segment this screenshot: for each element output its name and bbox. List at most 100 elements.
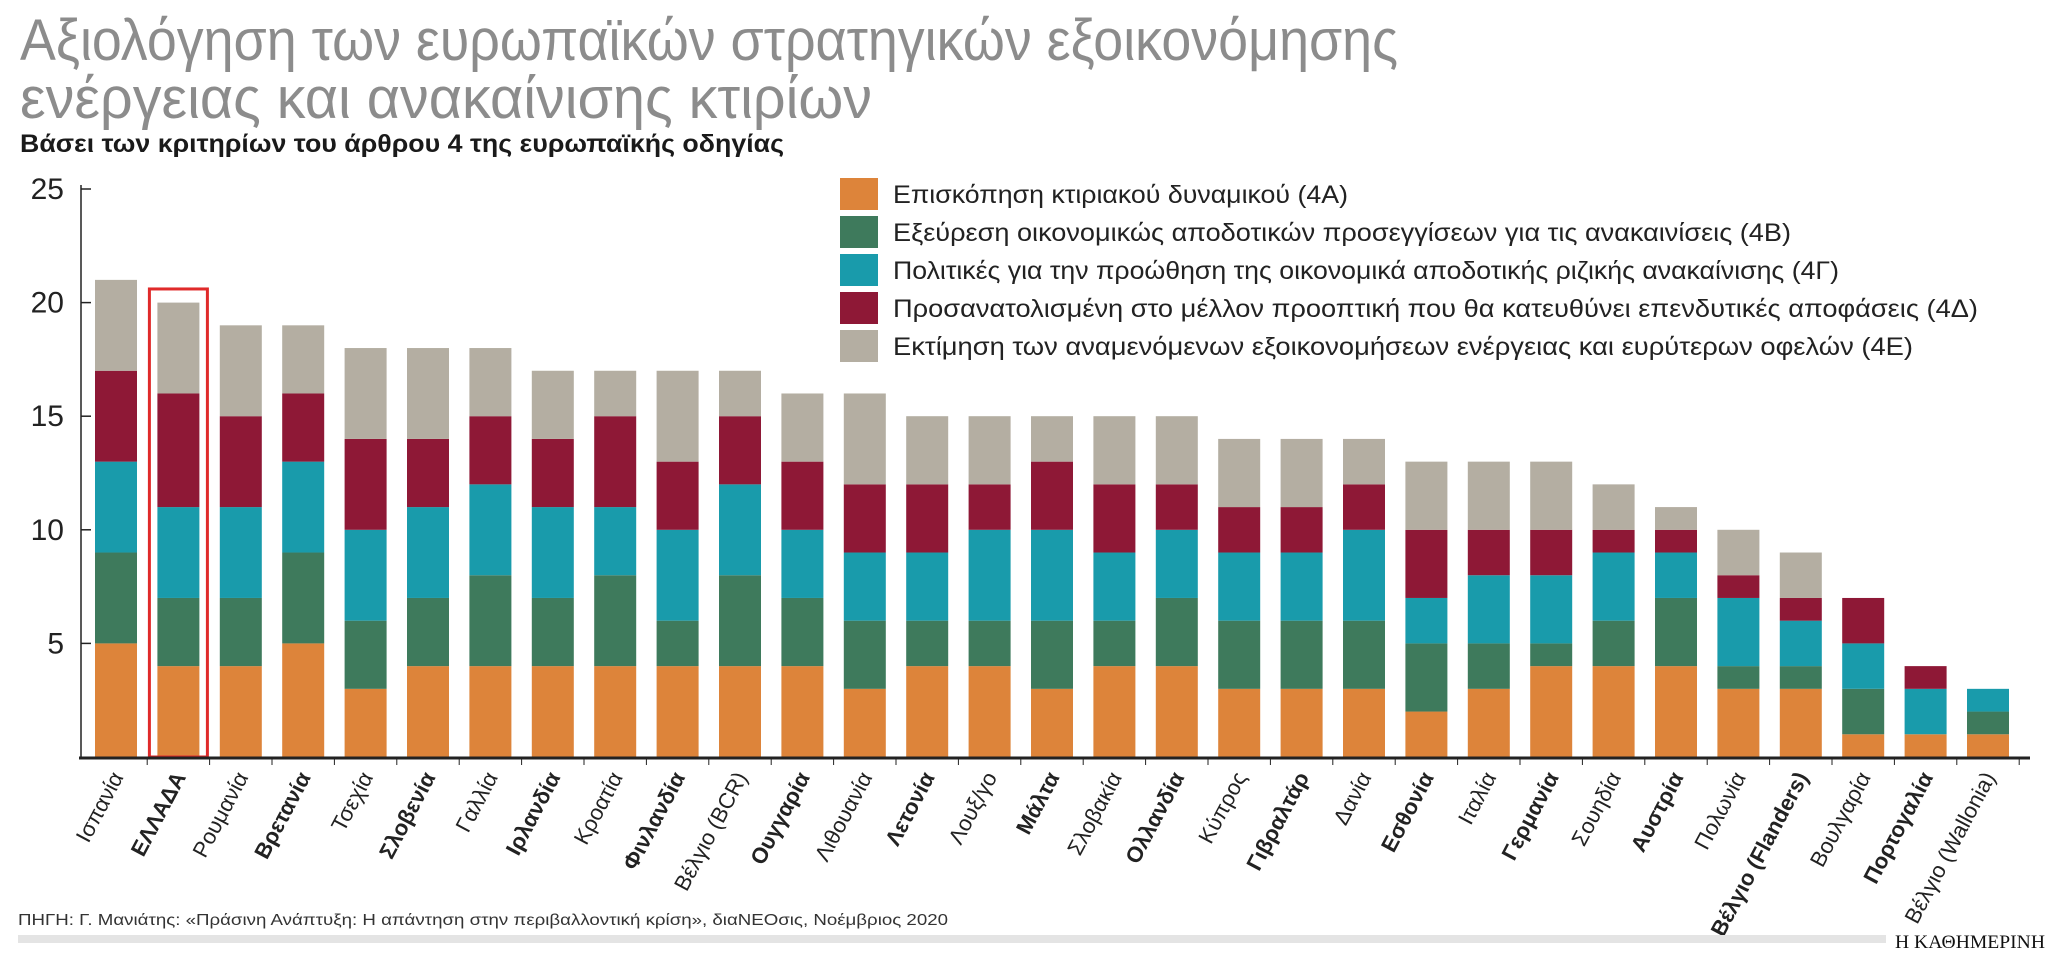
bar-segment-2	[906, 620, 949, 667]
bar-segment-3	[1592, 552, 1635, 621]
x-tick-label: Λετονία	[880, 767, 940, 849]
x-tick-label: Ιρλανδία	[501, 767, 566, 859]
bar-segment-5	[1779, 552, 1822, 598]
bar-segment-1	[1842, 734, 1885, 757]
x-tick-label: Δανία	[1328, 767, 1377, 828]
bar-segment-3	[1717, 597, 1760, 667]
y-tick-label: 20	[31, 287, 64, 320]
bar-segment-1	[1280, 688, 1323, 757]
bar-segment-2	[531, 597, 574, 667]
bar-segment-1	[282, 643, 325, 757]
legend-label: Εκτίμηση των αναμενόμενων εξοικονομήσεων…	[893, 333, 1913, 361]
y-tick-label: 15	[31, 400, 64, 433]
bar-segment-4	[344, 438, 387, 530]
bar-segment-4	[282, 393, 325, 462]
bar-segment-3	[1967, 688, 2009, 712]
bar-segment-5	[282, 325, 325, 394]
bar-segment-5	[157, 302, 200, 394]
bar-segment-4	[968, 484, 1011, 530]
bar-segment-2	[469, 575, 512, 667]
bar-segment-4	[219, 416, 262, 508]
legend-label: Εξεύρεση οικονομικώς αποδοτικών προσεγγί…	[893, 219, 1791, 247]
bar-segment-1	[1093, 666, 1136, 757]
bar-segment-5	[1218, 438, 1261, 508]
x-tick-label: Εσθονία	[1376, 767, 1439, 856]
bar-segment-2	[344, 620, 387, 689]
bar-segment-3	[282, 461, 325, 553]
x-tick-label: Ιταλία	[1453, 767, 1501, 828]
x-tick-label: Κύπρος	[1193, 768, 1251, 848]
bar-segment-3	[906, 552, 949, 621]
bar-segment-1	[531, 666, 574, 757]
bar-segment-4	[1530, 529, 1573, 576]
bar-segment-1	[1467, 688, 1510, 757]
bar-segment-5	[843, 393, 886, 485]
bar-segment-3	[1343, 529, 1385, 621]
bar-segment-2	[1530, 643, 1573, 667]
bar-segment-4	[719, 416, 761, 485]
bar-segment-1	[968, 666, 1011, 757]
bar-segment-1	[1717, 688, 1760, 757]
bar-segment-5	[1343, 438, 1385, 485]
bar-segment-3	[1530, 575, 1573, 644]
bar-segment-1	[1904, 734, 1947, 757]
bar-segment-4	[1343, 484, 1385, 530]
bar-segment-4	[1592, 529, 1635, 553]
bar-segment-4	[594, 416, 637, 508]
bar-segment-5	[719, 370, 761, 417]
bar-segment-5	[95, 279, 137, 371]
x-tick-label: Γιβραλτάρ	[1241, 768, 1314, 875]
bar-segment-2	[1967, 711, 2009, 735]
bar-segment-1	[1031, 688, 1073, 757]
bars-group	[95, 279, 2009, 759]
bar-segment-3	[1280, 552, 1323, 621]
bar-segment-2	[1093, 620, 1136, 667]
bar-segment-3	[531, 507, 574, 598]
bar-segment-2	[1717, 666, 1760, 689]
bar-segment-2	[719, 575, 761, 667]
bar-segment-5	[219, 325, 262, 417]
bar-segment-4	[656, 461, 699, 530]
bar-segment-1	[719, 666, 761, 757]
bar-segment-3	[968, 529, 1011, 621]
source-note: ΠΗΓΗ: Γ. Μανιάτης: «Πράσινη Ανάπτυξη: Η …	[18, 912, 948, 929]
bar-segment-2	[1031, 620, 1073, 689]
x-tick-label: Βουλγαρία	[1805, 767, 1876, 871]
bar-segment-1	[906, 666, 949, 757]
bar-segment-1	[1967, 734, 2009, 757]
bar-segment-2	[282, 552, 325, 644]
bar-segment-3	[469, 484, 512, 576]
bar-segment-2	[594, 575, 637, 667]
bar-segment-3	[594, 507, 637, 576]
x-tick-label: Τσεχία	[326, 767, 378, 835]
bar-segment-3	[1093, 552, 1136, 621]
bar-segment-2	[1405, 643, 1448, 712]
y-tick-label: 25	[31, 173, 64, 206]
x-tick-label: Φινλανδία	[618, 767, 691, 874]
bar-segment-4	[1467, 529, 1510, 576]
bar-segment-2	[1779, 666, 1822, 689]
bar-segment-3	[843, 552, 886, 621]
x-tick-label: Αυστρία	[1626, 767, 1689, 856]
bar-segment-4	[157, 393, 200, 508]
x-tick-label: Βρετανία	[249, 767, 316, 863]
bar-segment-5	[1655, 507, 1697, 530]
bar-segment-5	[906, 416, 949, 485]
bar-segment-1	[157, 666, 200, 757]
bar-segment-3	[1405, 597, 1448, 644]
bar-segment-4	[531, 438, 574, 508]
bar-segment-3	[719, 484, 761, 576]
x-tick-label: Μάλτα	[1011, 767, 1065, 838]
bar-segment-3	[1655, 552, 1697, 598]
bar-segment-1	[95, 643, 137, 757]
bar-segment-3	[656, 529, 699, 621]
legend-swatch	[840, 292, 878, 324]
bar-segment-1	[219, 666, 262, 757]
x-tick-label: Σλοβακία	[1062, 767, 1127, 859]
bar-segment-2	[95, 552, 137, 644]
bar-segment-2	[407, 597, 449, 667]
bar-segment-3	[1779, 620, 1822, 667]
bar-segment-1	[594, 666, 637, 757]
legend: Επισκόπηση κτιριακού δυναμικού (4Α) Εξεύρ…	[840, 178, 1978, 362]
